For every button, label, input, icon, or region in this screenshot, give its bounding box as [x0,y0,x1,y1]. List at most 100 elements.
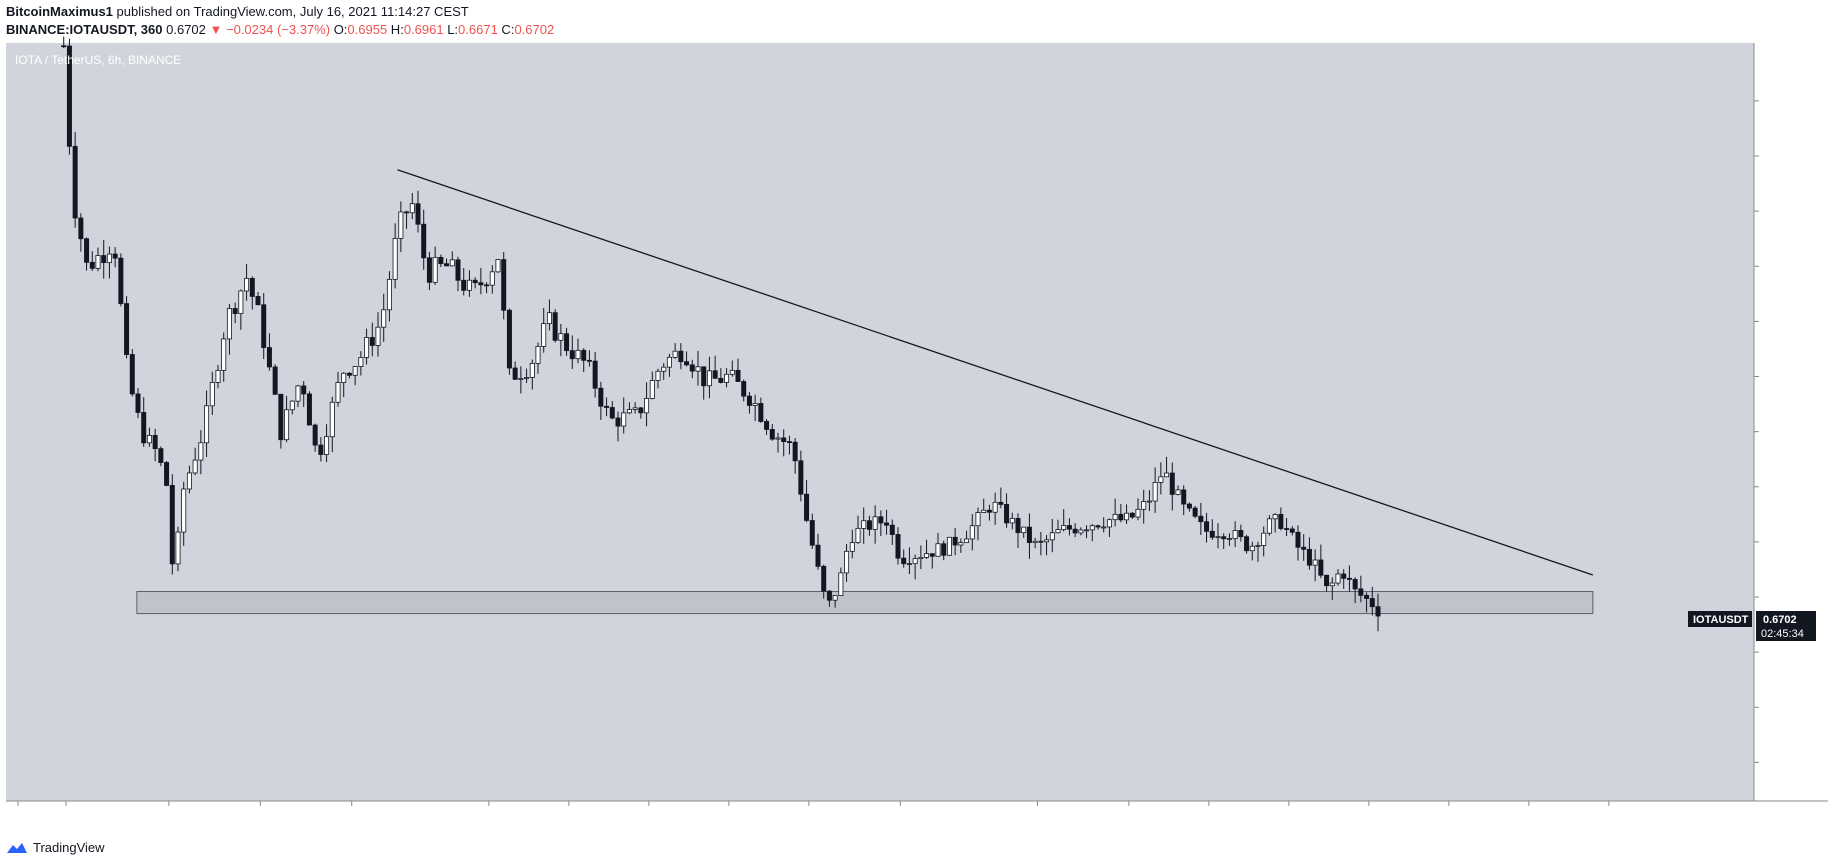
candle-body [1106,519,1112,528]
candle-body [95,255,101,269]
y-tick-label: 1.5000 [1764,151,1798,163]
open-value: 0.6955 [347,22,388,37]
candle-body [1026,526,1032,543]
price-chart[interactable]: 1.6000 1.5000 1.4000 1.3000 1.2000 1.1000 1.00… [0,0,1828,830]
candle-body [821,565,827,592]
candle-body [61,45,67,48]
candle-body [518,377,524,380]
candle-body [272,366,278,395]
candle-body [912,558,918,565]
candle-body [278,393,284,441]
candle-body [609,407,615,419]
time-axis[interactable]: 17 14:00 24 28 Jun 7 14:00 14 14:00 21 25 Jul 5 14:00… [12,801,1615,820]
candle-body [1072,528,1078,534]
published-info: published on TradingView.com, July 16, 2… [112,4,469,19]
plot-background [6,43,1754,801]
candle-body [541,323,547,347]
candle-body [78,217,84,240]
candle-body [484,284,490,287]
candle-body [569,350,575,360]
candle-body [501,259,507,311]
price-axis[interactable]: 1.6000 1.5000 1.4000 1.3000 1.2000 1.1000 1.00… [1754,96,1798,770]
candle-body [175,531,181,565]
price-tag-bg [1756,611,1816,641]
close-value: 0.6702 [514,22,555,37]
candle-body [1364,594,1370,599]
candle-body [364,337,370,358]
candle-body [1004,504,1010,524]
candle-body [706,370,712,387]
y-tick-label: 0.8000 [1764,537,1798,549]
publish-header: BitcoinMaximus1 published on TradingView… [6,3,554,39]
x-tick-label: 25 [894,808,906,820]
candle-body [1249,545,1255,552]
candle-body [838,572,844,596]
candle-body [146,435,152,444]
candle-body [1175,489,1181,495]
candle-body [1164,472,1170,478]
candle-body [741,381,747,397]
candle-body [884,522,890,526]
candle-body [1301,546,1307,550]
candle-body [398,211,404,239]
author-name[interactable]: BitcoinMaximus1 [6,4,113,19]
candle-body [301,385,307,395]
candle-body [169,485,175,565]
candle-body [918,556,924,560]
y-tick-label: 1.2000 [1764,316,1798,328]
candle-body [381,309,387,328]
candle-body [586,359,592,362]
candle-body [1278,514,1284,529]
candle-body [489,271,495,286]
candle-body [386,278,392,311]
candle-body [878,516,884,524]
candle-body [284,409,290,441]
candle-body [512,367,518,380]
candle-body [186,472,192,490]
candle-body [684,361,690,366]
candle-body [1375,606,1381,617]
candle-body [141,412,147,444]
trendline [397,169,1594,576]
candle-body [318,444,324,455]
candle-body [432,256,438,283]
x-tick-label: 14:00 [1355,808,1383,820]
candle-body [289,400,295,411]
candle-body [1009,517,1015,524]
candle-body [1078,529,1084,534]
y-tick-label: 1.0000 [1764,427,1798,439]
candle-body [718,377,724,383]
candle-body [164,462,170,486]
candle-body [981,509,987,513]
candle-body [575,349,581,360]
candle-body [969,525,975,540]
candle-body [266,347,272,368]
candle-body [798,460,804,495]
candle-body [152,435,158,450]
candle-body [781,437,787,442]
candle-body [1261,532,1267,546]
candle-body [695,366,701,372]
candle-body [906,563,912,566]
candle-body [89,261,95,269]
x-tick-label: 14:00 [1195,808,1223,820]
candle-body [655,370,661,381]
x-tick-label: 14:00 [555,808,583,820]
candle-body [1238,529,1244,538]
candle-body [1141,501,1147,510]
candle-body [1198,515,1204,523]
candle-body [466,279,472,291]
candle-body [826,590,832,601]
candle-body [438,256,444,265]
candle-body [992,501,998,513]
candle-body [1358,588,1364,596]
candle-body [421,223,427,259]
footer-brand[interactable]: TradingView [33,840,105,855]
candle-body [261,304,267,348]
candle-body [1044,539,1050,543]
candle-body [124,303,130,355]
candle-body [1266,518,1272,534]
candle-body [638,407,644,414]
y-tick-label: 1.6000 [1764,96,1798,108]
candle-body [764,421,770,430]
